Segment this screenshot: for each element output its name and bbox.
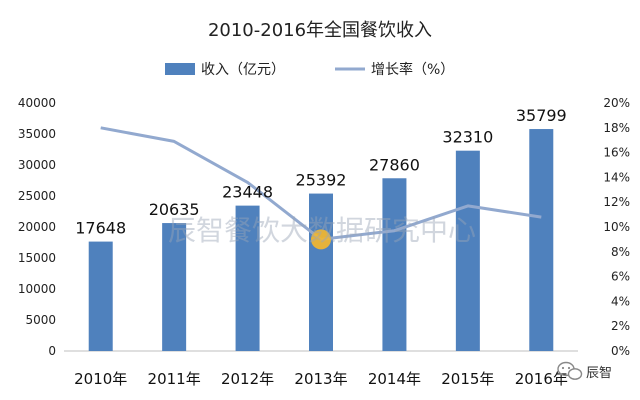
x-tick-label: 2012年 [221,370,274,388]
bar [382,178,407,351]
y-left-tick-label: 10000 [18,282,56,296]
brand-name: 辰智 [586,366,612,381]
legend: 收入（亿元） 增长率（%） [165,61,454,78]
bar [162,223,187,351]
y-right-tick-label: 20% [603,96,630,110]
x-tick-label: 2011年 [148,370,201,388]
y-right-tick-label: 6% [611,270,630,284]
axes: 0 5000 10000 15000 20000 25000 30000 35000 40000… [18,96,630,388]
bar [235,205,260,351]
x-tick-label: 2010年 [74,370,127,388]
y-left-tick-label: 0 [48,344,56,358]
y-left-tick-label: 40000 [18,96,56,110]
watermark: 辰智餐饮大数据研究中心 [168,214,476,247]
y-left-tick-label: 15000 [18,251,56,265]
y-left-tick-label: 30000 [18,158,56,172]
bar [529,129,554,351]
y-left-tick-label: 35000 [18,127,56,141]
legend-bar-label: 收入（亿元） [201,62,285,78]
y-right-tick-label: 14% [603,170,630,184]
y-right-tick-label: 2% [611,319,630,333]
legend-bar-swatch [165,63,195,75]
y-right-tick-label: 0% [611,344,630,358]
y-right-tick-label: 18% [603,121,630,135]
y-right-tick-label: 12% [603,195,630,209]
x-tick-label: 2015年 [441,370,494,388]
y-right-tick-label: 16% [603,146,630,160]
bar-data-label: 20635 [149,200,200,219]
y-left-tick-label: 25000 [18,189,56,203]
y-right-tick-label: 4% [611,294,630,308]
bar-data-label: 27860 [369,155,420,174]
x-tick-label: 2014年 [368,370,421,388]
y-right-tick-label: 10% [603,220,630,234]
x-tick-label: 2016年 [515,370,568,388]
bar-data-label: 17648 [75,219,126,238]
y-left-tick-label: 5000 [25,313,56,327]
x-tick-label: 2013年 [294,370,347,388]
y-right-tick-label: 8% [611,245,630,259]
bars [88,129,554,351]
bar-labels: 17648 20635 23448 25392 27860 32310 35799 [75,106,566,238]
bar-data-label: 32310 [442,128,493,147]
bar-data-label: 25392 [296,171,347,190]
legend-line-label: 增长率（%） [371,61,454,78]
bar [88,241,113,351]
highlight-point [311,229,331,250]
y-left-tick-label: 20000 [18,220,56,234]
bar-data-label: 35799 [516,106,567,125]
bar [309,193,333,351]
bar-data-label: 23448 [222,183,273,202]
chart-title: 2010-2016年全国餐饮收入 [208,20,432,41]
bar [455,150,480,351]
growth-line [100,126,542,250]
wechat-icon [557,361,583,380]
brand: 辰智 [557,361,612,381]
